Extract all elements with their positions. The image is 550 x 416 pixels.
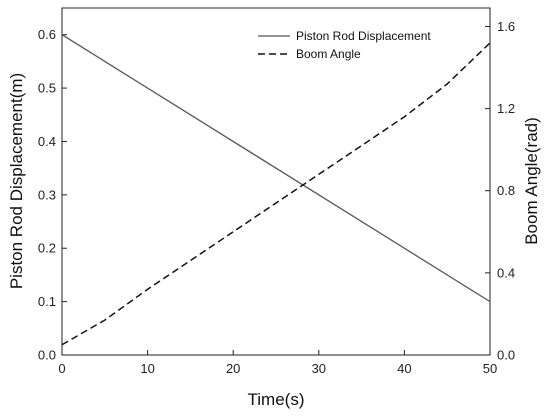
legend: Piston Rod Displacement Boom Angle <box>258 29 431 61</box>
left-y-axis-label: Piston Rod Displacement(m) <box>7 73 26 289</box>
plot-frame <box>61 7 491 356</box>
x-tick-label: 20 <box>226 361 240 376</box>
series-line-piston-rod-displacement <box>61 34 491 303</box>
x-tick-label: 50 <box>483 361 497 376</box>
right-y-tick-label: 1.6 <box>497 19 515 34</box>
left-y-axis-ticks: 0.0 0.1 0.2 0.3 0.4 0.5 0.6 <box>38 27 67 363</box>
left-y-tick-label: 0.1 <box>38 294 56 309</box>
left-y-tick-label: 0.3 <box>38 187 56 202</box>
left-y-tick-label: 0.2 <box>38 241 56 256</box>
x-tick-label: 10 <box>140 361 154 376</box>
legend-label-piston-rod-displacement: Piston Rod Displacement <box>296 29 431 43</box>
left-y-tick-label: 0.6 <box>38 27 56 42</box>
right-y-tick-label: 0.4 <box>497 265 515 280</box>
x-axis-ticks: 0 10 20 30 40 50 <box>58 350 497 376</box>
series-line-boom-angle <box>61 42 491 346</box>
x-tick-label: 30 <box>312 361 326 376</box>
right-y-tick-label: 1.2 <box>497 101 515 116</box>
series-layer <box>61 34 491 346</box>
left-y-tick-label: 0.0 <box>38 348 56 363</box>
legend-label-boom-angle: Boom Angle <box>296 47 361 61</box>
right-y-axis-label: Boom Angle(rad) <box>522 117 541 245</box>
x-axis-label: Time(s) <box>248 390 305 409</box>
right-y-axis-ticks: 0.0 0.4 0.8 1.2 1.6 <box>485 19 515 363</box>
x-tick-label: 0 <box>58 361 65 376</box>
x-tick-label: 40 <box>397 361 411 376</box>
left-y-tick-label: 0.4 <box>38 134 56 149</box>
right-y-tick-label: 0.8 <box>497 183 515 198</box>
left-y-tick-label: 0.5 <box>38 81 56 96</box>
right-y-tick-label: 0.0 <box>497 348 515 363</box>
